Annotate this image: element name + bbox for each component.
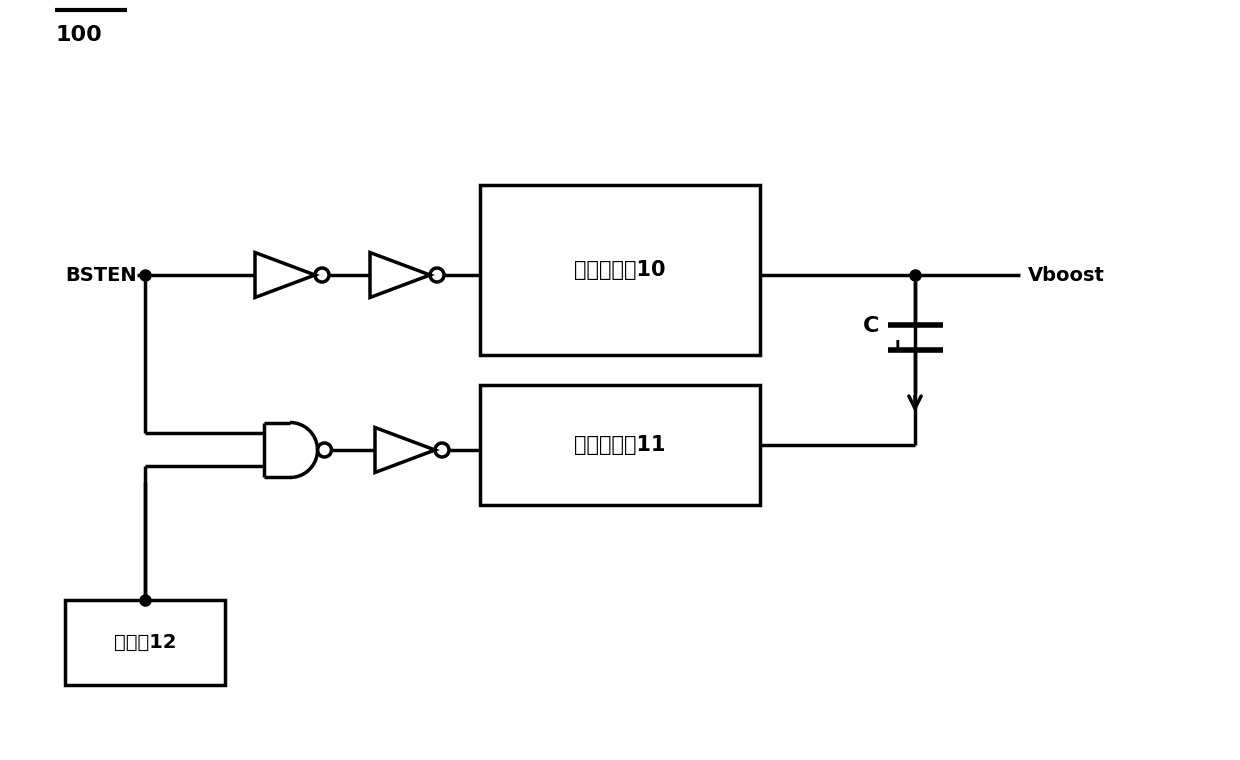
Text: C: C xyxy=(863,315,879,335)
Text: Vboost: Vboost xyxy=(1028,265,1105,284)
Bar xyxy=(480,385,760,505)
Text: 100: 100 xyxy=(55,25,102,45)
Text: 主升压单元10: 主升压单元10 xyxy=(574,260,666,280)
Text: BSTEN: BSTEN xyxy=(66,265,136,284)
Text: 检测器12: 检测器12 xyxy=(114,633,176,652)
Text: 副升压单元11: 副升压单元11 xyxy=(574,435,666,455)
Bar xyxy=(480,185,760,355)
Bar xyxy=(64,600,224,685)
Text: L: L xyxy=(894,340,904,354)
